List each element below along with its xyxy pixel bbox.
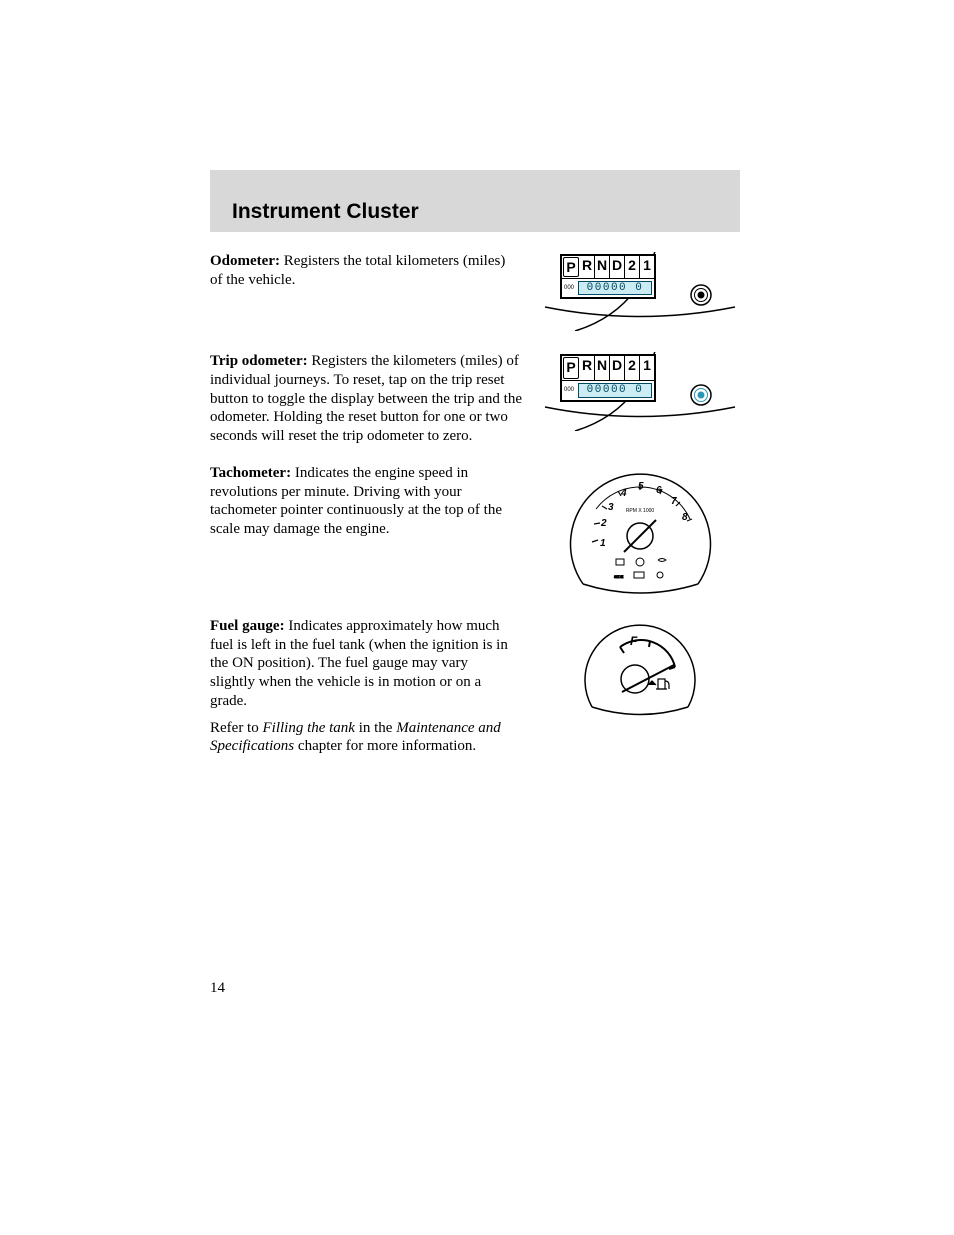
page-number: 14 — [210, 980, 225, 997]
trip-figure: P R N D 2 1 000 00000 0 — [540, 354, 740, 434]
ref-t1: Refer to — [210, 720, 262, 736]
odometer-display: P R N D 2 1 000 00000 0 — [560, 254, 656, 299]
tachometer-icon: 1 2 3 4 5 6 7 8 RPM X 1000 — [568, 464, 713, 599]
svg-text:6: 6 — [656, 485, 662, 496]
trip-lead: Trip odometer: — [210, 353, 308, 369]
ref-i1: Filling the tank — [262, 720, 354, 736]
svg-text:7: 7 — [671, 496, 677, 507]
reset-button-icon — [690, 284, 712, 306]
odo-prefix: 000 — [562, 285, 576, 291]
gear-indicator: P R N D 2 1 — [562, 356, 654, 381]
fuel-lead: Fuel gauge: — [210, 618, 285, 634]
trip-prefix: 000 — [562, 387, 576, 395]
fuel-figure: F — [540, 617, 740, 722]
fuel-gauge-icon: F — [580, 617, 700, 722]
ref-t2: in the — [355, 720, 396, 736]
svg-text:4: 4 — [620, 488, 627, 499]
svg-text:F: F — [630, 634, 638, 648]
svg-text:5: 5 — [638, 481, 644, 492]
reset-button-icon — [690, 384, 712, 406]
trip-section: P R N D 2 1 000 00000 0 — [210, 352, 740, 446]
odometer-text: Odometer: Registers the total kilometers… — [210, 252, 515, 290]
tach-section: Tachometer: Indicates the engine speed i… — [210, 464, 740, 599]
svg-text:2: 2 — [600, 518, 607, 529]
tach-text: Tachometer: Indicates the engine speed i… — [210, 464, 515, 539]
svg-text:1: 1 — [600, 538, 606, 549]
odometer-figure: P R N D 2 1 000 00000 0 — [540, 252, 740, 334]
ref-t3: chapter for more information. — [294, 738, 476, 754]
svg-text:RPM X 1000: RPM X 1000 — [625, 508, 654, 514]
tach-figure: 1 2 3 4 5 6 7 8 RPM X 1000 — [540, 464, 740, 599]
tach-lead: Tachometer: — [210, 465, 291, 481]
section-header: Instrument Cluster — [210, 170, 740, 232]
section-title: Instrument Cluster — [232, 200, 419, 223]
fuel-section: Fuel gauge: Indicates approximately how … — [210, 617, 740, 756]
svg-text:SIDE: SIDE — [614, 574, 624, 579]
gear-indicator: P R N D 2 1 — [562, 256, 654, 279]
trip-display: P R N D 2 1 000 00000 0 — [560, 354, 656, 402]
odometer-section: Odometer: Registers the total kilometers… — [210, 252, 740, 334]
fuel-text: Fuel gauge: Indicates approximately how … — [210, 617, 515, 756]
trip-text: P R N D 2 1 000 00000 0 — [210, 352, 740, 446]
svg-text:3: 3 — [608, 502, 614, 513]
trip-digits: 00000 0 — [578, 383, 652, 399]
svg-text:8: 8 — [682, 512, 688, 523]
odo-digits: 00000 0 — [578, 281, 652, 295]
odometer-lead: Odometer: — [210, 253, 280, 269]
